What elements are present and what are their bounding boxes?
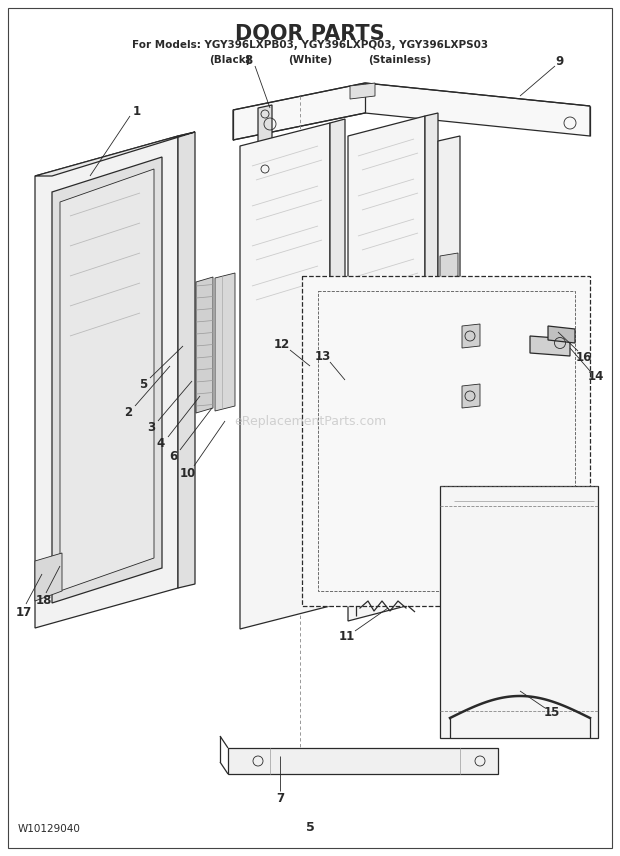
Polygon shape — [196, 277, 213, 413]
Polygon shape — [35, 132, 195, 176]
Polygon shape — [215, 273, 235, 411]
Text: 10: 10 — [180, 467, 196, 479]
Polygon shape — [302, 276, 590, 606]
Polygon shape — [178, 132, 195, 588]
Text: (Stainless): (Stainless) — [368, 55, 432, 65]
Text: 15: 15 — [544, 706, 560, 720]
Text: 14: 14 — [588, 370, 604, 383]
Text: W10129040: W10129040 — [18, 824, 81, 834]
Polygon shape — [438, 136, 460, 596]
Polygon shape — [233, 83, 590, 140]
Polygon shape — [35, 553, 62, 601]
Text: 11: 11 — [339, 629, 355, 643]
Polygon shape — [440, 403, 458, 427]
Polygon shape — [440, 358, 458, 382]
Text: 3: 3 — [147, 420, 155, 433]
Text: (White): (White) — [288, 55, 332, 65]
Polygon shape — [260, 164, 272, 176]
Text: 18: 18 — [36, 593, 52, 607]
Polygon shape — [548, 326, 575, 343]
Text: DOOR PARTS: DOOR PARTS — [235, 24, 385, 44]
Polygon shape — [530, 336, 570, 356]
Text: 16: 16 — [576, 350, 592, 364]
Polygon shape — [440, 298, 458, 322]
Polygon shape — [350, 83, 375, 99]
Polygon shape — [462, 384, 480, 408]
Polygon shape — [440, 253, 458, 279]
Text: 1: 1 — [133, 104, 141, 117]
Polygon shape — [440, 486, 598, 738]
Text: 4: 4 — [157, 437, 165, 449]
Polygon shape — [60, 169, 154, 591]
Text: 12: 12 — [274, 337, 290, 350]
Text: 7: 7 — [276, 793, 284, 805]
Polygon shape — [35, 136, 178, 628]
Text: 8: 8 — [244, 54, 252, 67]
Text: 13: 13 — [315, 349, 331, 362]
Polygon shape — [52, 157, 162, 603]
Text: (Black): (Black) — [210, 55, 250, 65]
Polygon shape — [348, 116, 425, 621]
Text: 17: 17 — [16, 605, 32, 619]
Polygon shape — [425, 113, 438, 601]
Polygon shape — [462, 324, 480, 348]
Text: 5: 5 — [139, 377, 147, 390]
Polygon shape — [258, 105, 272, 179]
Text: 5: 5 — [306, 821, 314, 834]
Text: 9: 9 — [556, 55, 564, 68]
Polygon shape — [240, 123, 330, 629]
Text: 6: 6 — [169, 449, 177, 462]
Text: 2: 2 — [124, 406, 132, 419]
Polygon shape — [228, 748, 498, 774]
Polygon shape — [330, 119, 345, 606]
Text: eReplacementParts.com: eReplacementParts.com — [234, 414, 386, 427]
Text: For Models: YGY396LXPB03, YGY396LXPQ03, YGY396LXPS03: For Models: YGY396LXPB03, YGY396LXPQ03, … — [132, 40, 488, 50]
